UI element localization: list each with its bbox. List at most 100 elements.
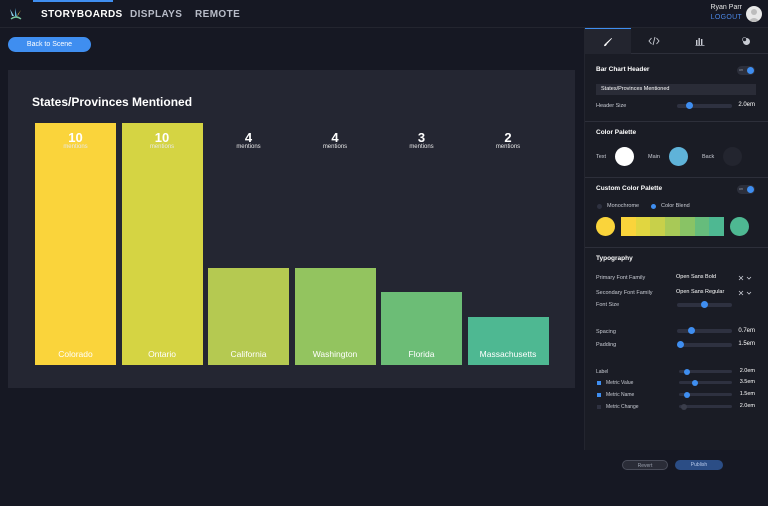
nav-tab-storyboards[interactable]: STORYBOARDS <box>41 9 123 20</box>
metric-value-checkbox[interactable] <box>597 381 601 385</box>
slider-thumb[interactable] <box>683 368 690 375</box>
tab-data[interactable] <box>677 28 723 54</box>
color-blend-label: Color Blend <box>661 203 690 209</box>
bar-category-label: California <box>230 349 267 359</box>
tab-code[interactable] <box>631 28 677 54</box>
avatar[interactable] <box>746 6 762 22</box>
back-color-swatch[interactable] <box>723 147 742 166</box>
toggle-state-label: on <box>739 187 743 191</box>
label-size-value: 2.0em <box>739 368 755 374</box>
monochrome-radio[interactable] <box>597 204 602 209</box>
metric-name-slider[interactable] <box>679 391 732 398</box>
bar-unit-label: mentions <box>149 144 175 150</box>
divider <box>585 177 768 178</box>
top-nav: STORYBOARDS DISPLAYS REMOTE Ryan Parr LO… <box>0 0 768 28</box>
custom-palette-toggle[interactable]: on <box>737 185 755 194</box>
gradient-step <box>709 217 725 236</box>
gradient-step <box>679 217 695 236</box>
slider-thumb[interactable] <box>683 391 690 398</box>
slider-thumb[interactable] <box>691 379 698 386</box>
toggle-knob <box>747 67 754 74</box>
text-color-label: Text <box>596 154 607 160</box>
section-color-palette: Color Palette <box>596 129 637 136</box>
brush-icon <box>604 37 612 46</box>
gradient-start-swatch[interactable] <box>596 217 615 236</box>
nav-tab-remote[interactable]: REMOTE <box>195 9 241 20</box>
gradient-step <box>635 217 651 236</box>
bar-colorado <box>35 123 116 365</box>
bar-category-label: Colorado <box>58 349 93 359</box>
bar-value-label: 4 <box>244 130 253 145</box>
header-size-slider[interactable] <box>677 102 732 109</box>
back-to-scene-button[interactable]: Back to Scene <box>8 37 91 52</box>
divider <box>585 247 768 248</box>
tab-style[interactable] <box>585 28 631 54</box>
primary-font-select[interactable]: Open Sans Bold <box>676 274 717 280</box>
bar-unit-label: mentions <box>409 144 434 150</box>
revert-button[interactable]: Revert <box>622 460 668 470</box>
main-color-swatch[interactable] <box>669 147 688 166</box>
secondary-font-select[interactable]: Open Sans Regular <box>676 289 725 295</box>
bar-ontario <box>121 123 203 365</box>
section-custom-color-palette: Custom Color Palette <box>596 185 663 192</box>
slider-thumb[interactable] <box>701 301 708 308</box>
bar-value-label: 3 <box>417 130 426 145</box>
nav-tab-displays[interactable]: DISPLAYS <box>130 9 183 20</box>
clear-icon <box>738 290 744 296</box>
metric-value-label: Metric Value <box>606 380 634 386</box>
tab-palette[interactable] <box>723 28 768 54</box>
metric-change-slider[interactable] <box>679 403 732 410</box>
slider-thumb[interactable] <box>681 403 688 410</box>
gradient-end-swatch[interactable] <box>730 217 749 236</box>
text-color-swatch[interactable] <box>615 147 634 166</box>
metric-value-slider[interactable] <box>679 379 732 386</box>
section-bar-chart-header: Bar Chart Header <box>596 66 650 73</box>
label-size-label: Label <box>596 369 609 375</box>
bar-florida <box>381 292 462 365</box>
gradient-step <box>694 217 710 236</box>
metric-name-value: 1.5em <box>739 391 755 397</box>
secondary-font-controls[interactable] <box>738 290 752 296</box>
palette-icon <box>742 37 750 45</box>
chevron-down-icon <box>746 291 752 295</box>
padding-label: Padding <box>596 342 617 348</box>
slider-thumb[interactable] <box>685 102 693 109</box>
spacing-slider[interactable] <box>677 327 732 334</box>
secondary-font-label: Secondary Font Family <box>596 290 653 296</box>
divider <box>585 121 768 122</box>
header-toggle[interactable]: on <box>737 66 755 75</box>
clear-icon <box>738 275 744 281</box>
font-size-slider[interactable] <box>677 301 732 308</box>
toggle-state-label: on <box>739 68 743 72</box>
color-blend-radio[interactable] <box>651 204 656 209</box>
bar-value-label: 10 <box>68 130 83 145</box>
metric-name-checkbox[interactable] <box>597 393 601 397</box>
header-text-input[interactable]: States/Provinces Mentioned <box>596 84 756 95</box>
back-color-label: Back <box>702 154 715 160</box>
header-size-value: 2.0em <box>738 102 755 108</box>
bar-category-label: Florida <box>408 349 435 359</box>
gradient-step <box>621 217 636 236</box>
publish-button[interactable]: Publish <box>675 460 723 470</box>
gradient-strip <box>621 217 725 236</box>
logout-link[interactable]: LOGOUT <box>710 14 742 21</box>
primary-font-label: Primary Font Family <box>596 275 646 281</box>
label-size-slider[interactable] <box>679 368 732 375</box>
panel-tabs <box>585 28 768 54</box>
metric-name-label: Metric Name <box>606 392 635 398</box>
bar-unit-label: mentions <box>236 144 261 150</box>
primary-font-controls[interactable] <box>738 275 752 281</box>
bar-chart-icon <box>695 38 705 46</box>
metric-change-value: 2.0em <box>739 403 755 409</box>
bar-category-label: Massachusetts <box>479 349 537 359</box>
metric-change-checkbox[interactable] <box>597 405 601 409</box>
main-color-label: Main <box>648 154 660 160</box>
bar-washington <box>294 268 376 365</box>
metric-value-value: 3.5em <box>739 379 755 385</box>
slider-thumb[interactable] <box>687 327 695 334</box>
bar-california <box>208 268 289 365</box>
logo-icon[interactable] <box>8 6 24 22</box>
toggle-knob <box>747 186 754 193</box>
slider-thumb[interactable] <box>677 341 684 348</box>
padding-slider[interactable] <box>677 341 732 348</box>
